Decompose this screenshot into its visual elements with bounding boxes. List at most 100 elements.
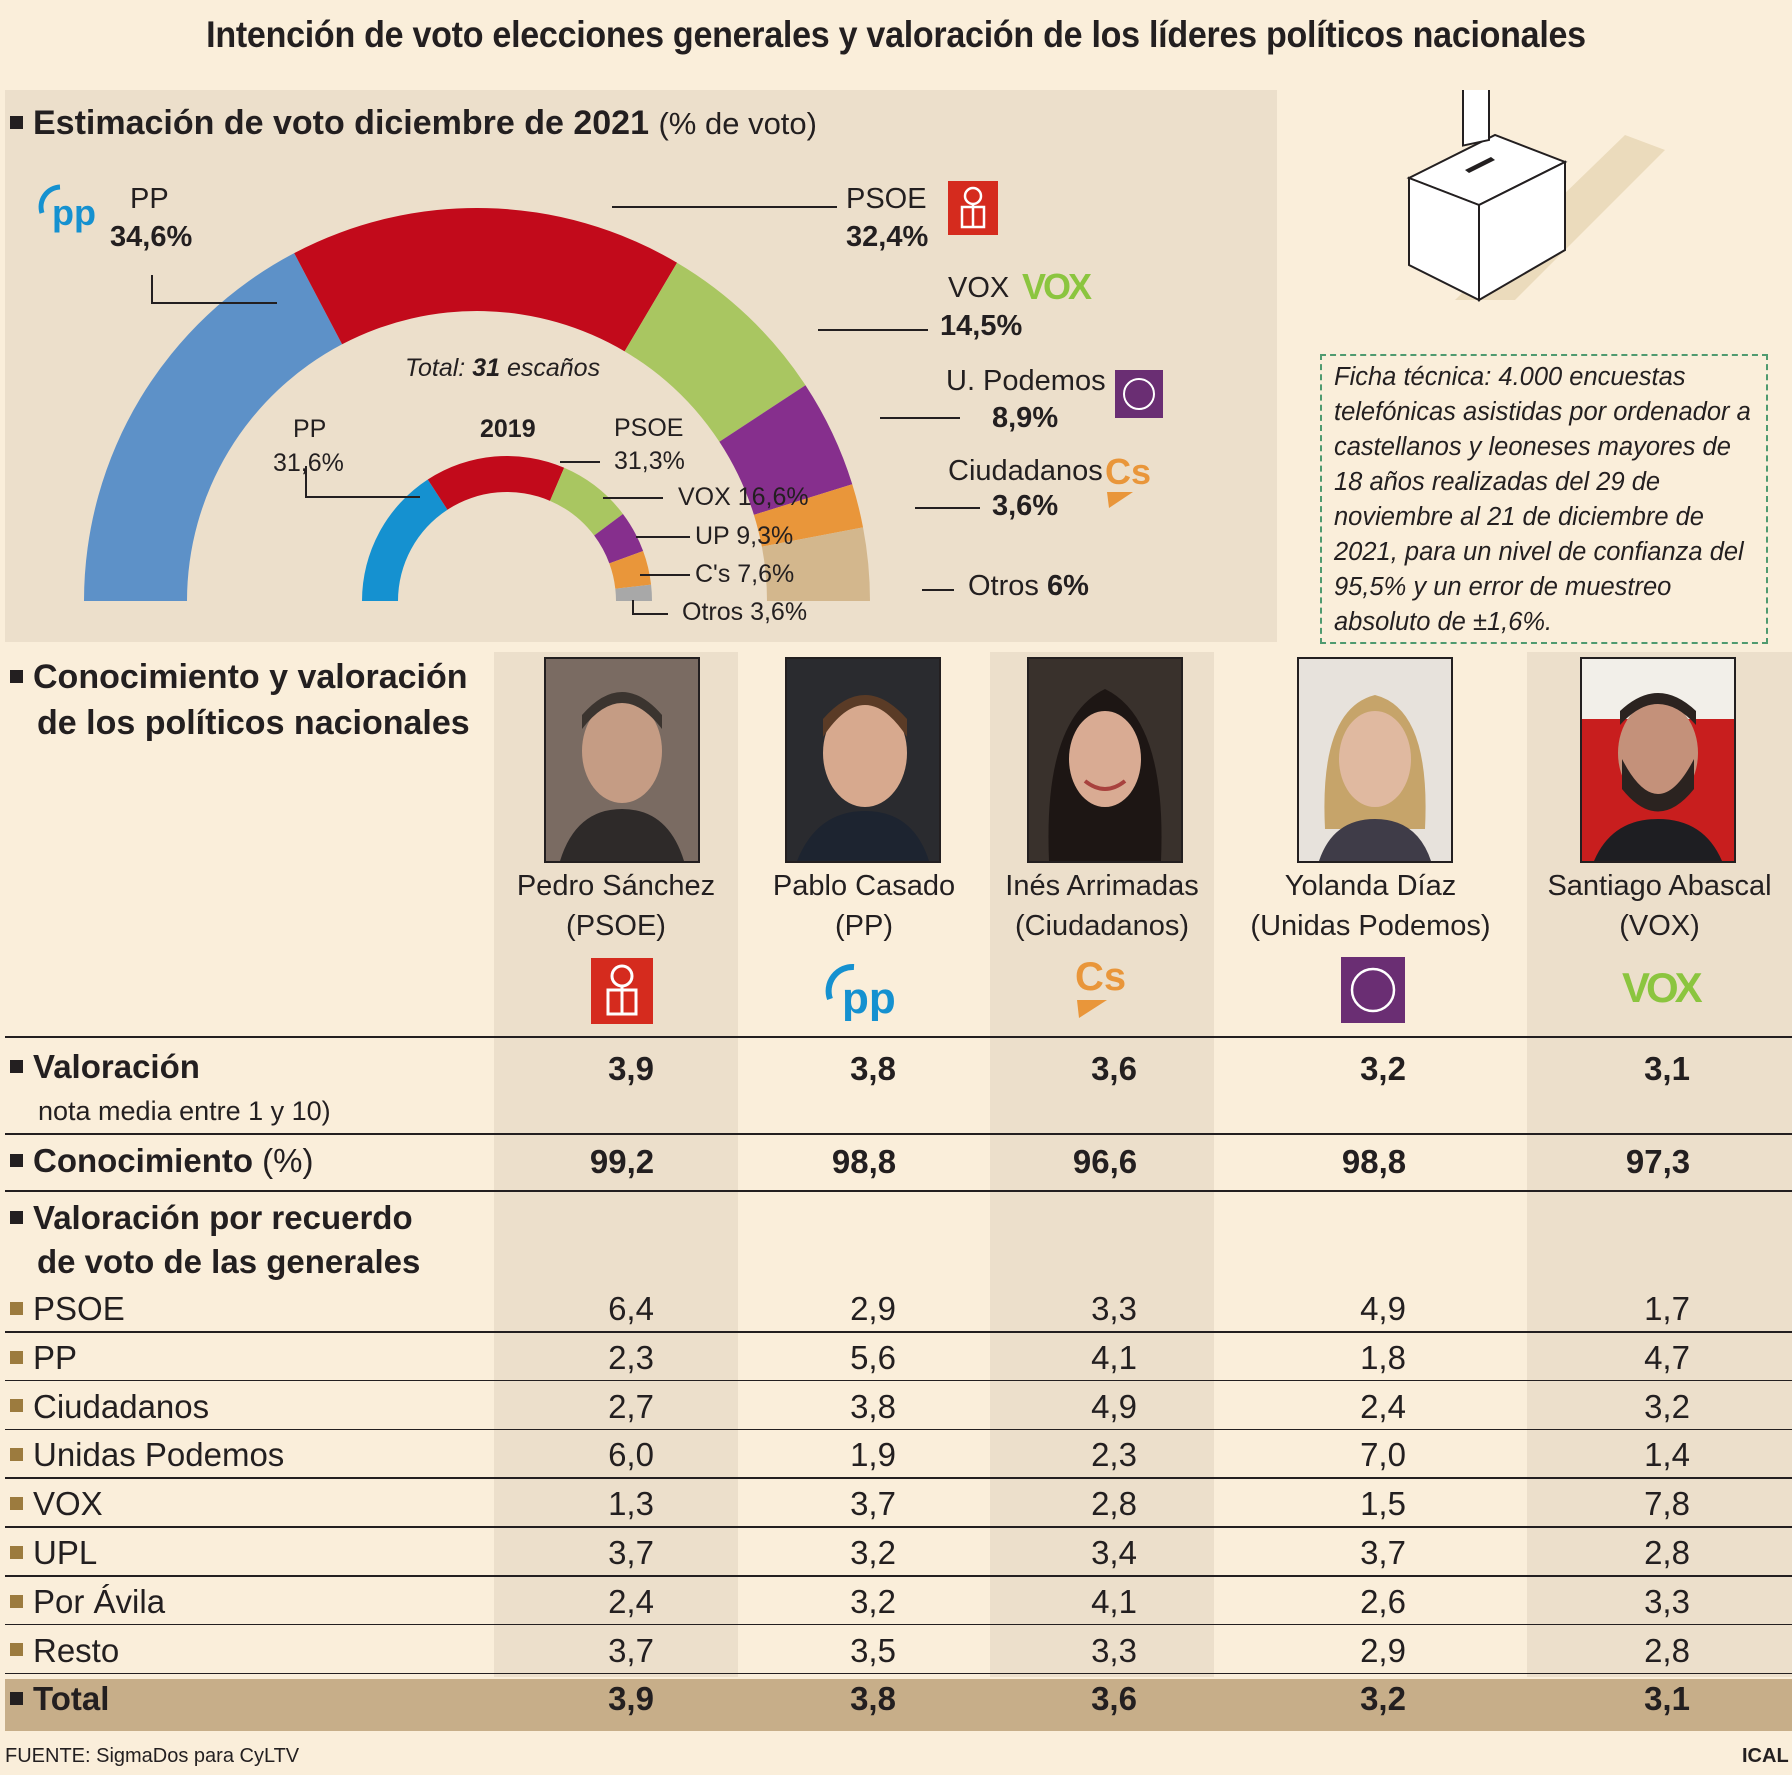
valoracion-sanchez: 3,9: [608, 1050, 654, 1087]
podemos-value-label: 8,9%: [992, 402, 1059, 434]
recall-value-cell: 1,4: [1644, 1436, 1690, 1474]
bullet-square-icon: [10, 1545, 23, 1559]
pp-name-label: PP: [130, 183, 169, 215]
outer-arc-segment-psoe: [294, 207, 678, 352]
vote-estimate-unit: (% de voto): [658, 106, 817, 141]
inner-arc-segment-psoe: [427, 456, 565, 510]
recall-value-cell: 3,2: [1360, 1680, 1406, 1718]
svg-text:Cs: Cs: [1075, 955, 1126, 999]
conocimiento-label: Conocimiento (%): [10, 1142, 314, 1180]
recall-value-cell: 1,5: [1360, 1485, 1406, 1523]
bullet-square-icon: [10, 1448, 23, 1462]
recall-value-cell: 2,9: [1360, 1631, 1406, 1669]
psoe-logo-icon: [948, 181, 998, 235]
recall-row-label: PSOE: [10, 1290, 125, 1328]
podemos-name-label: U. Podemos: [946, 365, 1106, 397]
leader-casado-name: Pablo Casado (PP): [772, 870, 956, 942]
otros-label: Otros 6%: [968, 570, 1089, 602]
outer-arc-segment-vox: [624, 262, 806, 442]
recall-value-cell: 2,4: [1360, 1387, 1406, 1425]
svg-text:pp: pp: [52, 192, 96, 233]
recall-value-cell: 1,9: [850, 1436, 896, 1474]
recall-value-cell: 1,7: [1644, 1290, 1690, 1327]
bullet-square-icon: [10, 1594, 23, 1608]
vox-2019-label: VOX 16,6%: [678, 483, 809, 511]
recall-value-cell: 3,1: [1644, 1680, 1690, 1718]
pp-2019-value: 31,6%: [273, 449, 344, 477]
leader-arrimadas-name: Inés Arrimadas (Ciudadanos): [1005, 870, 1199, 942]
recall-value-cell: 4,9: [1091, 1387, 1137, 1425]
photo-pedro-sanchez: [544, 657, 700, 863]
bullet-square-icon: [10, 1643, 23, 1657]
valoracion-diaz: 3,2: [1360, 1050, 1406, 1087]
recall-value-cell: 2,8: [1091, 1485, 1137, 1523]
photo-santiago-abascal: [1580, 657, 1736, 863]
recall-value-cell: 3,4: [1091, 1534, 1137, 1571]
recall-value-cell: 3,6: [1091, 1680, 1137, 1718]
credit-footer: ICAL: [1742, 1745, 1789, 1767]
photo-yolanda-diaz: [1297, 657, 1453, 863]
recall-value-cell: 3,2: [850, 1582, 896, 1620]
recall-row-label: Unidas Podemos: [10, 1436, 284, 1474]
inner-arc-segment-vox: [549, 467, 623, 536]
conocimiento-casado: 98,8: [831, 1143, 897, 1180]
divider: [5, 1133, 1792, 1135]
recall-value-cell: 3,9: [608, 1680, 654, 1718]
ficha-tecnica: Ficha técnica: 4.000 encuestas telefónic…: [1320, 354, 1768, 644]
bullet-square-icon: [10, 1210, 23, 1224]
leader-abascal-name: Santiago Abascal (VOX): [1547, 870, 1772, 942]
outer-arc-segment-ciudadanos: [753, 484, 864, 547]
cs-logo-icon: Cs: [1105, 451, 1151, 508]
recall-value-cell: 3,3: [1644, 1582, 1690, 1620]
recall-value-cell: 5,6: [850, 1338, 896, 1376]
recall-row-label: Ciudadanos: [10, 1388, 209, 1426]
inner-arc-segment-otros: [615, 584, 652, 601]
row-divider: [5, 1623, 1792, 1626]
recall-value-cell: 2,8: [1644, 1534, 1690, 1571]
vox-value-label: 14,5%: [940, 310, 1023, 342]
pp-logo-icon: pp: [38, 184, 96, 233]
outer-arc-series: [84, 207, 870, 601]
conocimiento-arrimadas: 96,6: [1072, 1143, 1138, 1180]
inner-arc-segment-pp: [362, 479, 448, 601]
recall-value-cell: 4,7: [1644, 1338, 1690, 1376]
page-title: Intención de voto elecciones generales y…: [206, 14, 1586, 55]
recall-value-cell: 2,3: [1091, 1436, 1137, 1474]
recall-row-label: Total: [10, 1680, 109, 1718]
recall-row-label: Por Ávila: [10, 1583, 165, 1621]
vote-estimate-heading-text: Estimación de voto diciembre de 2021: [33, 104, 650, 142]
recall-value-cell: 3,7: [1360, 1534, 1406, 1571]
psoe-2019-name: PSOE: [614, 414, 684, 442]
cs-value-label: 3,6%: [992, 490, 1059, 522]
valoracion-label: Valoración: [10, 1048, 200, 1086]
leader-line-otros-2019: [632, 600, 668, 615]
row-divider: [5, 1526, 1792, 1528]
bullet-square-icon: [10, 669, 23, 683]
inner-arc-segment-up: [594, 513, 644, 564]
valoracion-abascal: 3,1: [1644, 1050, 1690, 1087]
inner-arc-segment-c-s: [609, 551, 652, 589]
divider: [5, 1036, 1792, 1038]
psoe-name-label: PSOE: [846, 183, 927, 215]
bullet-square-icon: [10, 1059, 23, 1073]
bullet-square-icon: [10, 115, 23, 129]
inner-arc-series: [362, 456, 652, 601]
bullet-square-icon: [10, 1496, 23, 1510]
recall-value-cell: 1,3: [608, 1485, 654, 1523]
bullet-square-icon: [10, 1692, 23, 1706]
recall-row-label: UPL: [10, 1534, 97, 1572]
row-divider: [5, 1477, 1792, 1479]
svg-text:pp: pp: [842, 974, 896, 1021]
total-seats-label: Total: 31 escaños: [405, 354, 601, 382]
psoe-value-label: 32,4%: [846, 221, 929, 253]
valoracion-arrimadas: 3,6: [1091, 1050, 1137, 1087]
recall-value-cell: 2,3: [608, 1338, 654, 1376]
recall-value-cell: 2,7: [608, 1387, 654, 1425]
bullet-square-icon: [10, 1153, 23, 1167]
cs-2019-label: C's 7,6%: [695, 560, 795, 588]
conocimiento-diaz: 98,8: [1341, 1143, 1407, 1180]
recall-value-cell: 2,4: [608, 1582, 654, 1620]
leader-line-pp-2019: [305, 466, 420, 498]
pp-logo-icon: pp: [825, 963, 896, 1021]
vote-hemicycle-chart: [84, 206, 980, 615]
